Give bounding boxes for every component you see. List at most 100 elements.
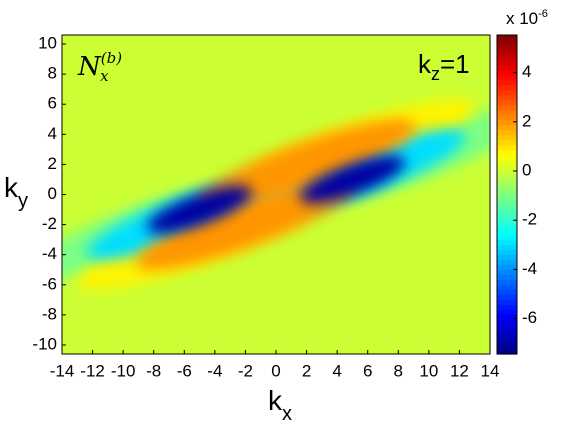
colorbar-cell (497, 104, 517, 111)
colorbar-cell (497, 289, 517, 295)
contour-field (62, 35, 490, 354)
colorbar-cell (497, 244, 517, 250)
colorbar-cell (497, 349, 517, 355)
x-tick-label: 12 (450, 361, 469, 380)
colorbar-cell (497, 144, 517, 151)
x-tick-label: 0 (271, 361, 280, 380)
y-axis-label: ky (4, 172, 28, 212)
colorbar-cell (497, 149, 517, 156)
colorbar-cell (497, 254, 517, 260)
colorbar-cell (497, 199, 517, 206)
y-tick-label: 10 (38, 34, 57, 53)
colorbar-cell (497, 214, 517, 221)
x-tick-label: 8 (394, 361, 403, 380)
colorbar-cell (497, 35, 517, 41)
colorbar-cell (497, 114, 517, 121)
colorbar-cell (497, 219, 517, 226)
colorbar-frame (496, 34, 518, 355)
colorbar-cell (497, 264, 517, 270)
x-tick-label: 14 (481, 361, 500, 380)
colorbar-cell (497, 154, 517, 161)
colorbar-cell (497, 299, 517, 305)
colorbar-cell (497, 324, 517, 330)
colorbar-cell (497, 89, 517, 96)
y-tick-label: -10 (32, 334, 57, 353)
field-blob (136, 179, 355, 270)
colorbar-cell (497, 304, 517, 310)
colorbar-cell (497, 194, 517, 201)
x-tick-label: -12 (80, 361, 105, 380)
colorbar-cell (497, 189, 517, 196)
kz-label: kz=1 (418, 49, 470, 84)
colorbar-cell (497, 134, 517, 141)
colorbar-cell (497, 344, 517, 350)
x-tick-label: -2 (238, 361, 253, 380)
colorbar-cell (497, 44, 517, 51)
colorbar-cell (497, 319, 517, 325)
colorbar-cell (497, 204, 517, 211)
colorbar-cell (497, 54, 517, 61)
colorbar-cell (497, 259, 517, 265)
colorbar-cell (497, 69, 517, 76)
colorbar-cell (497, 124, 517, 131)
colorbar-cell (497, 209, 517, 216)
colorbar-cell (497, 339, 517, 345)
x-tick-label: -6 (177, 361, 192, 380)
colorbar-tick-label: 0 (522, 160, 531, 179)
colorbar-cell (497, 329, 517, 335)
y-tick-label: 8 (48, 64, 57, 83)
annotation: N(b) x (77, 49, 122, 85)
colorbar-cell (497, 239, 517, 245)
colorbar-cell (497, 129, 517, 136)
y-tick-label: 0 (48, 184, 57, 203)
colorbar-cell (497, 94, 517, 101)
x-tick-label: 10 (419, 361, 438, 380)
y-tick-label: -2 (42, 214, 57, 233)
colorbar-cell (497, 74, 517, 81)
x-tick-label: -10 (111, 361, 136, 380)
colorbar-cell (497, 59, 517, 66)
colorbar-cell (497, 119, 517, 126)
y-tick-label: 6 (48, 94, 57, 113)
colorbar-cell (497, 234, 517, 240)
colorbar-cell (497, 159, 517, 166)
colorbar-cell (497, 284, 517, 290)
colorbar-tick-label: -6 (522, 308, 537, 327)
colorbar-label: x 10-6 (506, 8, 548, 29)
colorbar-cell (497, 164, 517, 171)
colorbar-cell (497, 64, 517, 71)
colorbar-cell (497, 279, 517, 285)
field-blob (197, 119, 416, 210)
colorbar-cell (497, 84, 517, 91)
colorbar-cell (497, 169, 517, 176)
colorbar-cell (497, 49, 517, 56)
colorbar-cell (497, 249, 517, 255)
y-tick-label: -4 (42, 244, 57, 263)
colorbar-tick-label: -2 (522, 210, 537, 229)
colorbar-cell (497, 99, 517, 106)
colorbar-cell (497, 294, 517, 300)
colorbar-cell (497, 184, 517, 191)
colorbar-cell (497, 269, 517, 275)
colorbar-cell (497, 334, 517, 340)
colorbar-cell (497, 229, 517, 235)
field-blob (146, 185, 253, 234)
y-tick-label: 4 (48, 124, 57, 143)
colorbar-cell (497, 109, 517, 116)
colorbar-tick-label: -4 (522, 259, 537, 278)
colorbar-cell (497, 139, 517, 146)
field-blob (299, 155, 406, 204)
y-tick-label: -6 (42, 274, 57, 293)
x-tick-label: -4 (207, 361, 222, 380)
colorbar-cell (497, 274, 517, 280)
y-tick-label: -8 (42, 304, 57, 323)
colorbar-cell (497, 79, 517, 86)
colorbar-cell (497, 314, 517, 320)
x-tick-label: -14 (50, 361, 75, 380)
x-tick-label: 4 (332, 361, 341, 380)
colorbar-cell (497, 39, 517, 46)
x-axis-label: kx (268, 385, 292, 425)
x-tick-label: 6 (363, 361, 372, 380)
colorbar-cell (497, 179, 517, 186)
